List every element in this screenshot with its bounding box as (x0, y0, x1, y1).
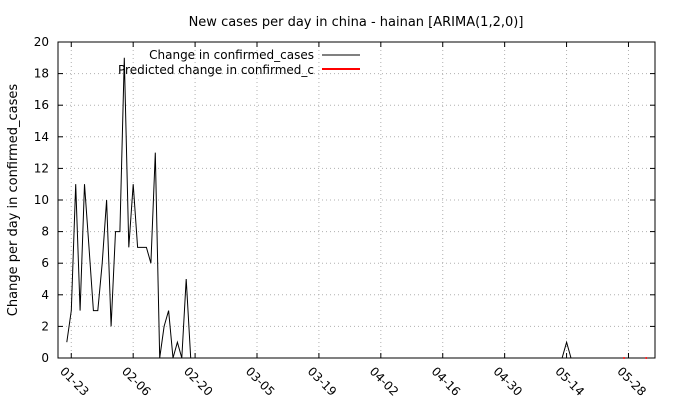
legend-label-observed: Change in confirmed_cases (149, 48, 314, 62)
x-tick-label: 05-14 (552, 364, 587, 399)
x-tick-label: 02-06 (119, 364, 154, 399)
y-tick-label: 8 (41, 225, 49, 239)
series-lines (66, 57, 648, 359)
series-point (645, 357, 648, 359)
series-point (623, 357, 626, 359)
observed-series-line (66, 57, 204, 359)
observed-series-line (557, 340, 572, 359)
x-tick-label: 03-05 (243, 364, 278, 399)
y-axis-label: Change per day in confirmed_cases (6, 84, 21, 317)
x-tick-label: 02-20 (181, 364, 216, 399)
y-tick-label: 20 (34, 35, 49, 49)
legend: Change in confirmed_cases Predicted chan… (118, 48, 360, 77)
plot-frame (57, 41, 656, 359)
y-tick-label: 10 (34, 193, 49, 207)
axis-ticks: 0 2 4 6 8 10 12 14 16 18 20 01-23 02-06 02-20 03-05 03-… (34, 35, 655, 399)
y-tick-label: 0 (41, 351, 49, 365)
x-tick-label: 03-19 (305, 364, 340, 399)
y-tick-label: 14 (34, 130, 49, 144)
y-tick-label: 4 (41, 288, 49, 302)
y-tick-label: 2 (41, 319, 49, 333)
chart-title: New cases per day in china - hainan [ARI… (189, 15, 524, 30)
x-tick-label: 04-16 (429, 364, 464, 399)
x-tick-label: 01-23 (57, 364, 92, 399)
grid-lines (58, 42, 655, 358)
y-tick-label: 6 (41, 256, 49, 270)
x-tick-label: 04-30 (491, 364, 526, 399)
x-tick-label: 04-02 (367, 364, 402, 399)
legend-label-predicted: Predicted change in confirmed_c (118, 63, 314, 77)
y-tick-label: 18 (34, 67, 49, 81)
x-tick-label: 05-28 (614, 364, 649, 399)
y-tick-label: 12 (34, 161, 49, 175)
y-tick-label: 16 (34, 98, 49, 112)
